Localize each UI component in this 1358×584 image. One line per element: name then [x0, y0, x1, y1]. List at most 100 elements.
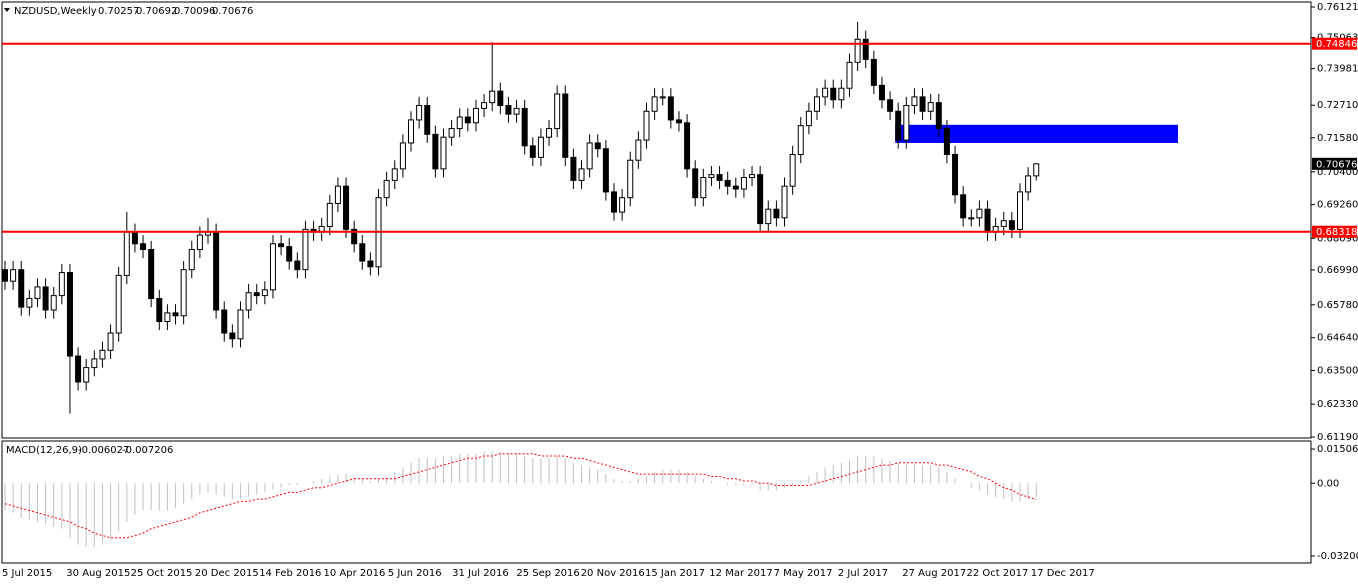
candle-body [140, 243, 147, 251]
candle-body [635, 139, 642, 161]
candle-body [294, 260, 301, 271]
candle-body [383, 179, 390, 199]
candle-body [789, 153, 796, 187]
x-tick-label: 25 Sep 2016 [516, 568, 579, 579]
candle-body [269, 243, 276, 291]
x-tick-label: 15 Jan 2017 [645, 568, 705, 579]
candle-body [935, 102, 942, 130]
x-tick-label: 20 Dec 2015 [195, 568, 259, 579]
candle-body [749, 174, 756, 179]
x-tick-label: 30 Aug 2015 [66, 568, 130, 579]
candle-body [42, 286, 49, 311]
candle-body [862, 38, 869, 60]
candle-body [91, 358, 98, 369]
y-tick-label: 0.62330 [1317, 399, 1358, 410]
candle-body [326, 202, 333, 227]
candle-body [391, 168, 398, 181]
candle-body [50, 295, 57, 311]
candle-body [2, 269, 8, 282]
candle-body [172, 312, 179, 317]
x-tick-label: 10 Apr 2016 [324, 568, 386, 579]
candle-body [805, 110, 812, 127]
candle-body [245, 292, 252, 311]
candle-body [123, 231, 130, 276]
candle-body [757, 174, 764, 225]
candle-body [286, 246, 293, 262]
candle-body [838, 87, 845, 101]
macd-value: -0.006027 [78, 445, 129, 456]
x-tick-label: 22 Oct 2017 [967, 568, 1029, 579]
candle-body [578, 168, 585, 181]
ohlc-value: 0.70257 [98, 6, 139, 17]
y-tick-label: 0.68090 [1317, 233, 1358, 244]
candle-body [261, 289, 268, 297]
candle-body [472, 107, 479, 124]
candle-body [594, 142, 601, 150]
candle-body [667, 96, 674, 121]
y-tick-label: 0.73981 [1317, 64, 1358, 75]
candle-body [797, 125, 804, 155]
y-tick-label: 0.015063 [1317, 444, 1358, 455]
candle-body [497, 90, 504, 107]
x-tick-label: 5 Jul 2015 [2, 568, 52, 579]
ohlc-value: 0.70096 [174, 6, 215, 17]
candle-body [424, 105, 431, 135]
candle-body [911, 96, 918, 107]
candle-body [708, 174, 715, 179]
y-tick-label: 0.70400 [1317, 167, 1358, 178]
candle-body [781, 185, 788, 219]
y-tick-label: 0.66990 [1317, 265, 1358, 276]
candle-body [343, 185, 350, 230]
candle-body [58, 272, 65, 297]
main-panel [1, 1, 1312, 439]
candle-body [18, 269, 25, 308]
candle-body [156, 297, 163, 323]
candle-body [75, 355, 82, 383]
candle-body [1000, 220, 1007, 227]
candle-body [537, 136, 544, 158]
candle-body [131, 231, 138, 245]
candle-body [188, 249, 195, 271]
candle-body [221, 309, 228, 334]
candle-body [903, 105, 910, 141]
candle-body [253, 292, 260, 297]
macd-title: MACD(12,26,9) [6, 445, 82, 456]
candle-body [196, 234, 203, 251]
candle-body [984, 208, 991, 233]
y-tick-label: 0.72710 [1317, 100, 1358, 111]
candle-body [651, 96, 658, 112]
candle-body [180, 269, 187, 317]
candle-body [952, 153, 959, 196]
candle-body [448, 128, 455, 138]
candle-body [1008, 220, 1015, 230]
x-tick-label: 31 Jul 2016 [452, 568, 509, 579]
y-tick-label: 0.61190 [1317, 432, 1358, 443]
candle-body [513, 107, 520, 115]
level-label: 0.74846 [1316, 39, 1357, 50]
candle-body [675, 119, 682, 124]
candle-body [968, 217, 975, 220]
macd-panel [1, 440, 1312, 564]
candle-body [464, 116, 471, 124]
candle-body [960, 194, 967, 219]
candle-body [481, 102, 488, 109]
x-tick-label: 7 May 2017 [774, 568, 833, 579]
candle-body [213, 231, 220, 311]
candle-body [854, 38, 861, 63]
candle-body [765, 208, 772, 225]
candle-body [1017, 191, 1023, 230]
x-tick-label: 20 Nov 2016 [581, 568, 645, 579]
candle-body [107, 332, 114, 351]
menu-icon[interactable] [4, 8, 10, 12]
price-label-box [1312, 157, 1357, 170]
candle-body [1033, 163, 1040, 177]
candle-body [919, 96, 926, 112]
candle-body [399, 142, 406, 170]
x-tick-label: 14 Feb 2016 [259, 568, 321, 579]
x-tick-label: 5 Jun 2016 [388, 568, 442, 579]
candle-body [716, 174, 723, 181]
y-tick-label: 0.65780 [1317, 300, 1358, 311]
candle-body [359, 243, 366, 262]
candle-body [927, 102, 934, 112]
